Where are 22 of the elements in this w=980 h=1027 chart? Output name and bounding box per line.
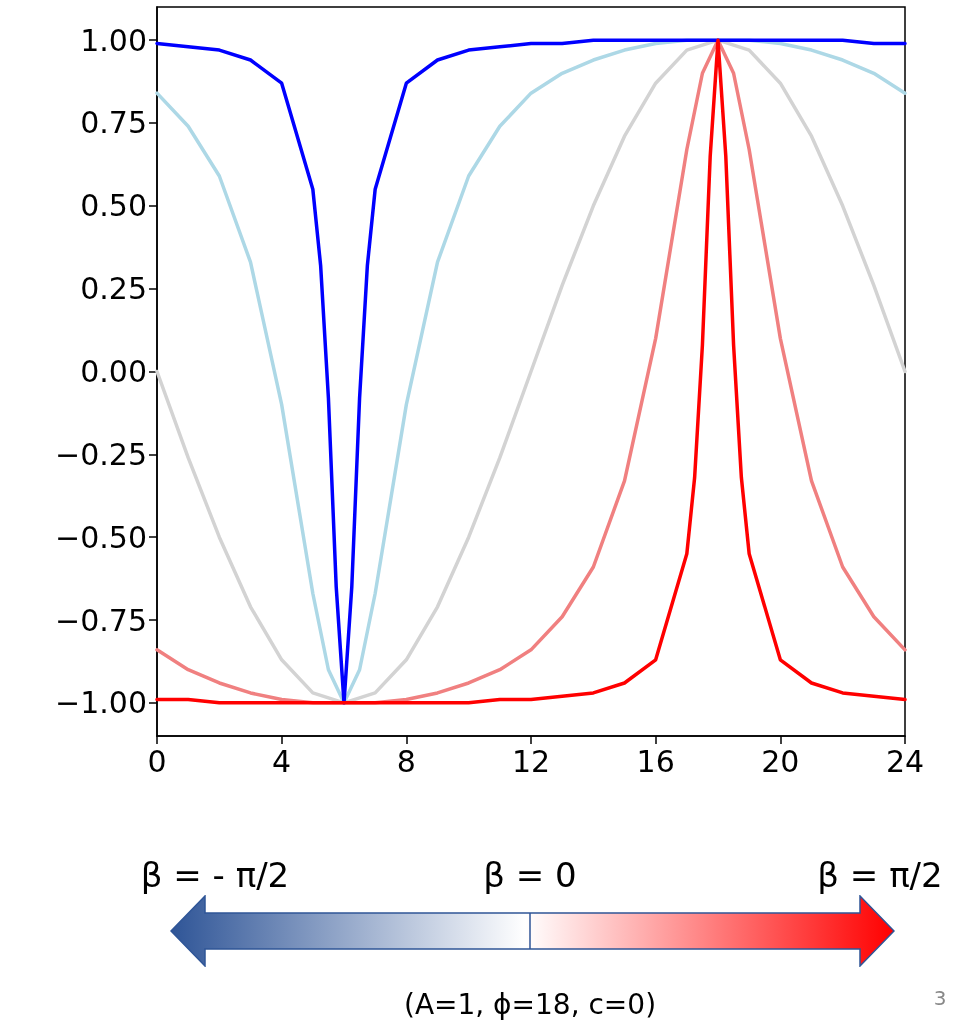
- text: 3: [933, 986, 947, 1010]
- y-tick-label: 0.75: [80, 105, 147, 141]
- x-tick-label: 24: [885, 743, 925, 779]
- text: β = π/2: [817, 855, 943, 895]
- x-tick-label: 12: [511, 743, 551, 779]
- x-tick-label: 8: [396, 743, 416, 779]
- text: β = 0: [483, 855, 577, 895]
- y-tick-label: −1.00: [55, 685, 147, 721]
- y-tick-label: 0.25: [80, 271, 147, 307]
- y-tick-label: 0.50: [80, 188, 147, 224]
- y-tick-label: 0.00: [80, 354, 147, 389]
- x-tick-label: 16: [636, 743, 675, 779]
- text: β = - π/2: [140, 855, 290, 895]
- text: (A=1, ϕ=18, c=0): [403, 987, 657, 1021]
- x-tick-label: 0: [147, 743, 167, 779]
- y-tick-label: −0.50: [55, 519, 147, 555]
- y-tick-label: 1.00: [80, 22, 147, 58]
- y-tick-label: −0.75: [55, 602, 147, 638]
- line-series: [155, 38, 907, 705]
- x-tick-label: 4: [272, 743, 292, 779]
- y-tick-label: −0.25: [55, 436, 147, 472]
- x-tick-label: 20: [761, 743, 800, 779]
